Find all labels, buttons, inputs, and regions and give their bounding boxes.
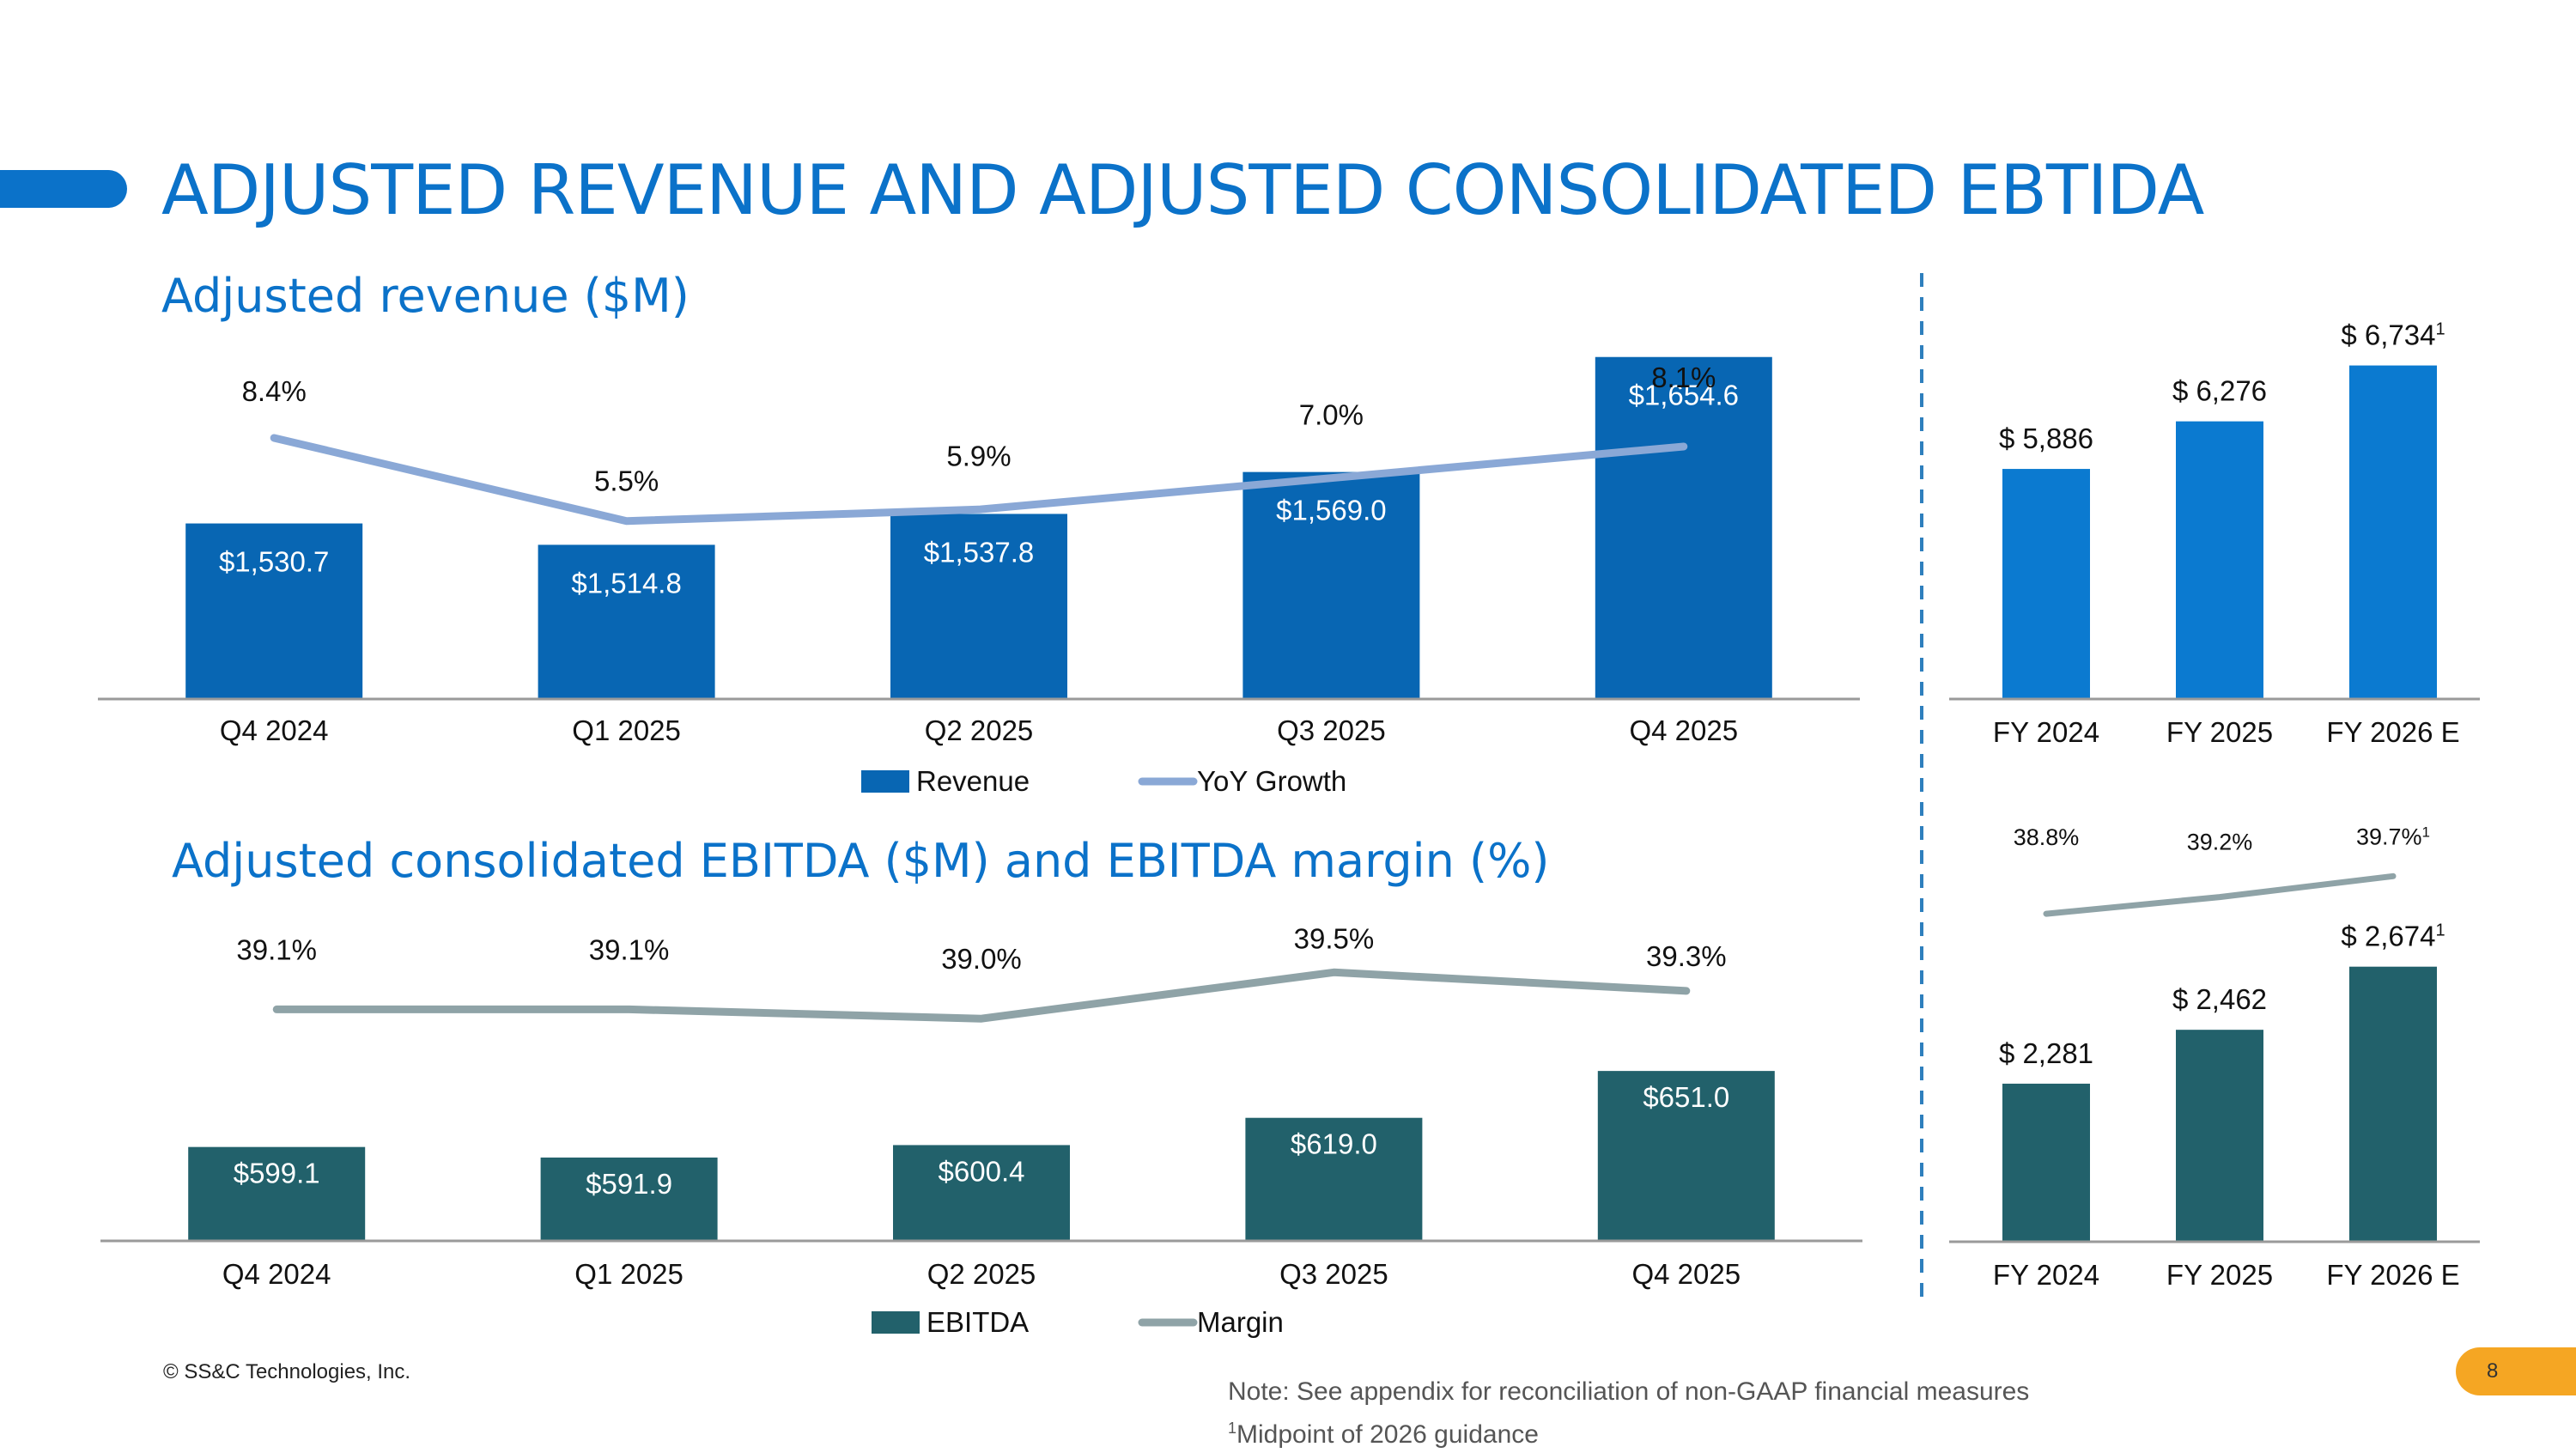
line-point-label: 39.3% — [1646, 940, 1727, 972]
bar-value-label: $619.0 — [1291, 1128, 1377, 1160]
bar-value-label: $ 2,6741 — [2341, 921, 2445, 952]
bar-value-label: $ 6,7341 — [2341, 319, 2445, 351]
bar-FY 2024 — [2002, 1083, 2090, 1242]
non-gaap-note: Note: See appendix for reconciliation of… — [1228, 1377, 2030, 1406]
line-point-label: 39.1% — [236, 933, 317, 965]
annual-ebitda-chart: $ 2,281 FY 2024 $ 2,462 FY 2025 $ 2,6741 FY 2… — [1949, 824, 2480, 1291]
legend-bar-swatch — [872, 1311, 920, 1334]
bar-Q2 2025 — [893, 1145, 1070, 1241]
legend-bar-swatch — [861, 770, 909, 793]
line-point-label: 5.9% — [946, 440, 1011, 471]
category-tick-label: Q3 2025 — [1279, 1258, 1388, 1290]
bar-value-label: $1,530.7 — [219, 546, 329, 578]
category-tick-label: Q4 2024 — [222, 1258, 331, 1290]
ebitda-section-title: Adjusted consolidated EBITDA ($M) and EB… — [172, 834, 1550, 888]
line-Margin — [272, 968, 1691, 1023]
quarterly-ebitda-chart: $599.1 Q4 2024 $591.9 Q1 2025 $600.4 Q2 2025 $… — [100, 922, 1862, 1338]
bar-value-label: $599.1 — [234, 1158, 320, 1189]
category-tick-label: Q4 2025 — [1629, 714, 1738, 746]
slide-title: ADJUSTED REVENUE AND ADJUSTED CONSOLIDAT… — [161, 150, 2204, 230]
legend-bar-label: Revenue — [916, 765, 1030, 797]
title-accent-bar — [0, 170, 127, 208]
bar-value-label: $1,537.8 — [924, 536, 1034, 568]
category-tick-label: FY 2026 E — [2326, 1259, 2459, 1291]
bar-FY 2025 — [2176, 1030, 2263, 1242]
bar-value-label: $ 5,886 — [1999, 423, 2093, 454]
revenue-section-title: Adjusted revenue ($M) — [161, 269, 690, 323]
legend-line-label: YoY Growth — [1197, 765, 1346, 797]
category-tick-label: Q1 2025 — [574, 1258, 683, 1290]
legend-bar-label: EBITDA — [927, 1306, 1029, 1338]
copyright: © SS&C Technologies, Inc. — [163, 1360, 411, 1383]
bar-value-label: $651.0 — [1643, 1081, 1729, 1113]
bar-value-label: $1,569.0 — [1276, 495, 1386, 526]
bar-value-label: $1,514.8 — [571, 567, 681, 599]
bar-value-label: $600.4 — [939, 1155, 1025, 1187]
category-tick-label: FY 2025 — [2166, 1259, 2273, 1291]
bar-Q2 2025 — [890, 514, 1067, 699]
bar-Q1 2025 — [538, 544, 715, 699]
bar-FY 2026 E — [2349, 966, 2437, 1242]
page-number-badge: 8 — [2456, 1347, 2576, 1395]
bar-FY 2026 E — [2349, 365, 2437, 699]
bar-Q4 2025 — [1595, 356, 1772, 699]
guidance-footnote: 1Midpoint of 2026 guidance — [1228, 1410, 2029, 1453]
bar-value-label: $591.9 — [586, 1168, 672, 1200]
category-tick-label: Q1 2025 — [572, 714, 681, 746]
category-tick-label: Q4 2025 — [1631, 1258, 1741, 1290]
bar-Q1 2025 — [540, 1157, 718, 1241]
category-tick-label: FY 2025 — [2166, 716, 2273, 748]
line-point-label: 38.8% — [2014, 824, 2080, 850]
bar-Q3 2025 — [1242, 471, 1420, 699]
legend-line-label: Margin — [1197, 1306, 1284, 1338]
category-tick-label: FY 2026 E — [2326, 716, 2459, 748]
line-point-label: 39.0% — [941, 943, 1022, 975]
category-tick-label: Q3 2025 — [1277, 714, 1386, 746]
line-YoY Growth — [270, 434, 1688, 526]
line-point-label: 7.0% — [1299, 399, 1364, 431]
annual-revenue-chart: $ 5,886 FY 2024 $ 6,276 FY 2025 $ 6,7341 FY 2… — [1949, 319, 2480, 748]
bar-value-label: $ 6,276 — [2172, 375, 2267, 407]
footnote-text: Midpoint of 2026 guidance — [1236, 1420, 1539, 1449]
bar-Q3 2025 — [1245, 1117, 1423, 1241]
line-point-label: 39.7%1 — [2356, 824, 2430, 849]
bar-value-label: $ 2,462 — [2172, 983, 2267, 1015]
footnote-marker: 1 — [1228, 1420, 1237, 1437]
bar-Q4 2024 — [188, 1146, 366, 1241]
line-point-label: 5.5% — [594, 465, 659, 497]
line-point-label: 39.5% — [1294, 922, 1375, 954]
line-Margin — [2043, 872, 2397, 917]
bar-value-label: $1,654.6 — [1629, 380, 1739, 411]
line-point-label: 39.2% — [2187, 830, 2253, 855]
footnotes: Note: See appendix for reconciliation of… — [1228, 1374, 2029, 1453]
bar-Q4 2025 — [1597, 1071, 1775, 1241]
line-point-label: 8.4% — [242, 375, 307, 407]
category-tick-label: FY 2024 — [1993, 716, 2099, 748]
bar-FY 2024 — [2002, 469, 2090, 699]
category-tick-label: Q2 2025 — [927, 1258, 1036, 1290]
line-point-label: 8.1% — [1651, 362, 1716, 393]
bar-FY 2025 — [2176, 421, 2263, 699]
category-tick-label: FY 2024 — [1993, 1259, 2099, 1291]
bar-value-label: $ 2,281 — [1999, 1037, 2093, 1069]
line-point-label: 39.1% — [589, 933, 670, 965]
category-tick-label: Q4 2024 — [220, 714, 329, 746]
bar-Q4 2024 — [185, 523, 363, 699]
quarterly-revenue-chart: $1,530.7 Q4 2024 $1,514.8 Q1 2025 $1,537.8 Q2… — [98, 356, 1860, 797]
category-tick-label: Q2 2025 — [925, 714, 1034, 746]
